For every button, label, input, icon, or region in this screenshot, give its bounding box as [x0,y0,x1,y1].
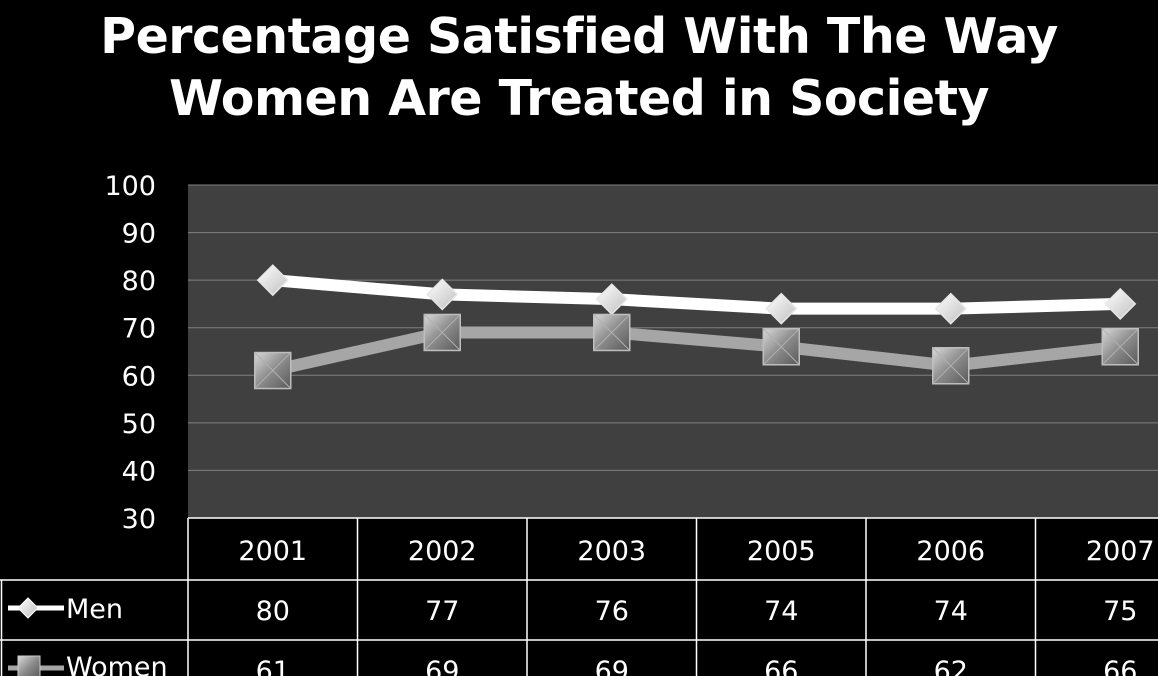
data-label: 66 [1103,656,1137,676]
data-point-women [254,351,292,390]
data-label: 76 [595,596,629,627]
square-marker-icon [17,655,41,676]
y-tick-label: 60 [122,361,156,392]
legend-item-men: Men [8,594,123,625]
chart-title: Percentage Satisfied With The Way Women … [0,6,1158,130]
data-point-men [426,278,459,311]
data-point-men [765,292,798,325]
data-label: 62 [934,656,968,676]
series-markers [254,264,1139,390]
x-tick-label: 2007 [1086,536,1155,567]
data-point-women [1101,327,1139,366]
x-tick-label: 2003 [577,536,646,567]
x-tick-label: 2006 [916,536,985,567]
data-point-men [1104,287,1137,320]
y-tick-label: 70 [122,314,156,345]
legend-label: Women [66,652,168,676]
series-line-men [266,274,1127,315]
data-point-men [256,264,289,297]
data-point-women [762,327,800,366]
y-tick-label: 80 [122,266,156,297]
series-line-women [266,326,1127,377]
data-point-women [593,313,631,352]
data-label: 74 [934,596,968,627]
x-tick-label: 2002 [408,536,477,567]
x-tick-label: 2001 [238,536,307,567]
legend-label: Men [66,594,123,625]
y-tick-label: 40 [122,456,156,487]
y-axis: 100 90 80 70 60 50 40 30 [104,171,156,535]
legend-item-women: Women [8,652,168,676]
chart-title-line-1: Percentage Satisfied With The Way [100,8,1058,65]
data-label: 77 [425,596,459,627]
y-tick-label: 100 [104,171,156,202]
data-table: 2001 2002 2003 2005 2006 2007 80 77 76 74 74 75 61 69… [0,517,1158,676]
data-point-women [423,313,461,352]
data-label: 75 [1103,596,1137,627]
diamond-marker-icon [17,597,39,619]
y-tick-label: 50 [122,409,156,440]
data-label: 69 [425,656,459,676]
data-point-women [932,347,970,385]
data-label: 66 [764,656,798,676]
data-point-men [934,292,967,325]
series-lines [266,274,1127,377]
x-tick-label: 2005 [747,536,816,567]
gridlines [188,184,1158,471]
data-label: 69 [595,656,629,676]
data-label: 80 [256,596,290,627]
data-label: 74 [764,596,798,627]
data-label: 61 [256,656,290,676]
chart-title-line-2: Women Are Treated in Society [168,70,990,127]
y-tick-label: 30 [122,504,156,535]
y-tick-label: 90 [122,219,156,250]
